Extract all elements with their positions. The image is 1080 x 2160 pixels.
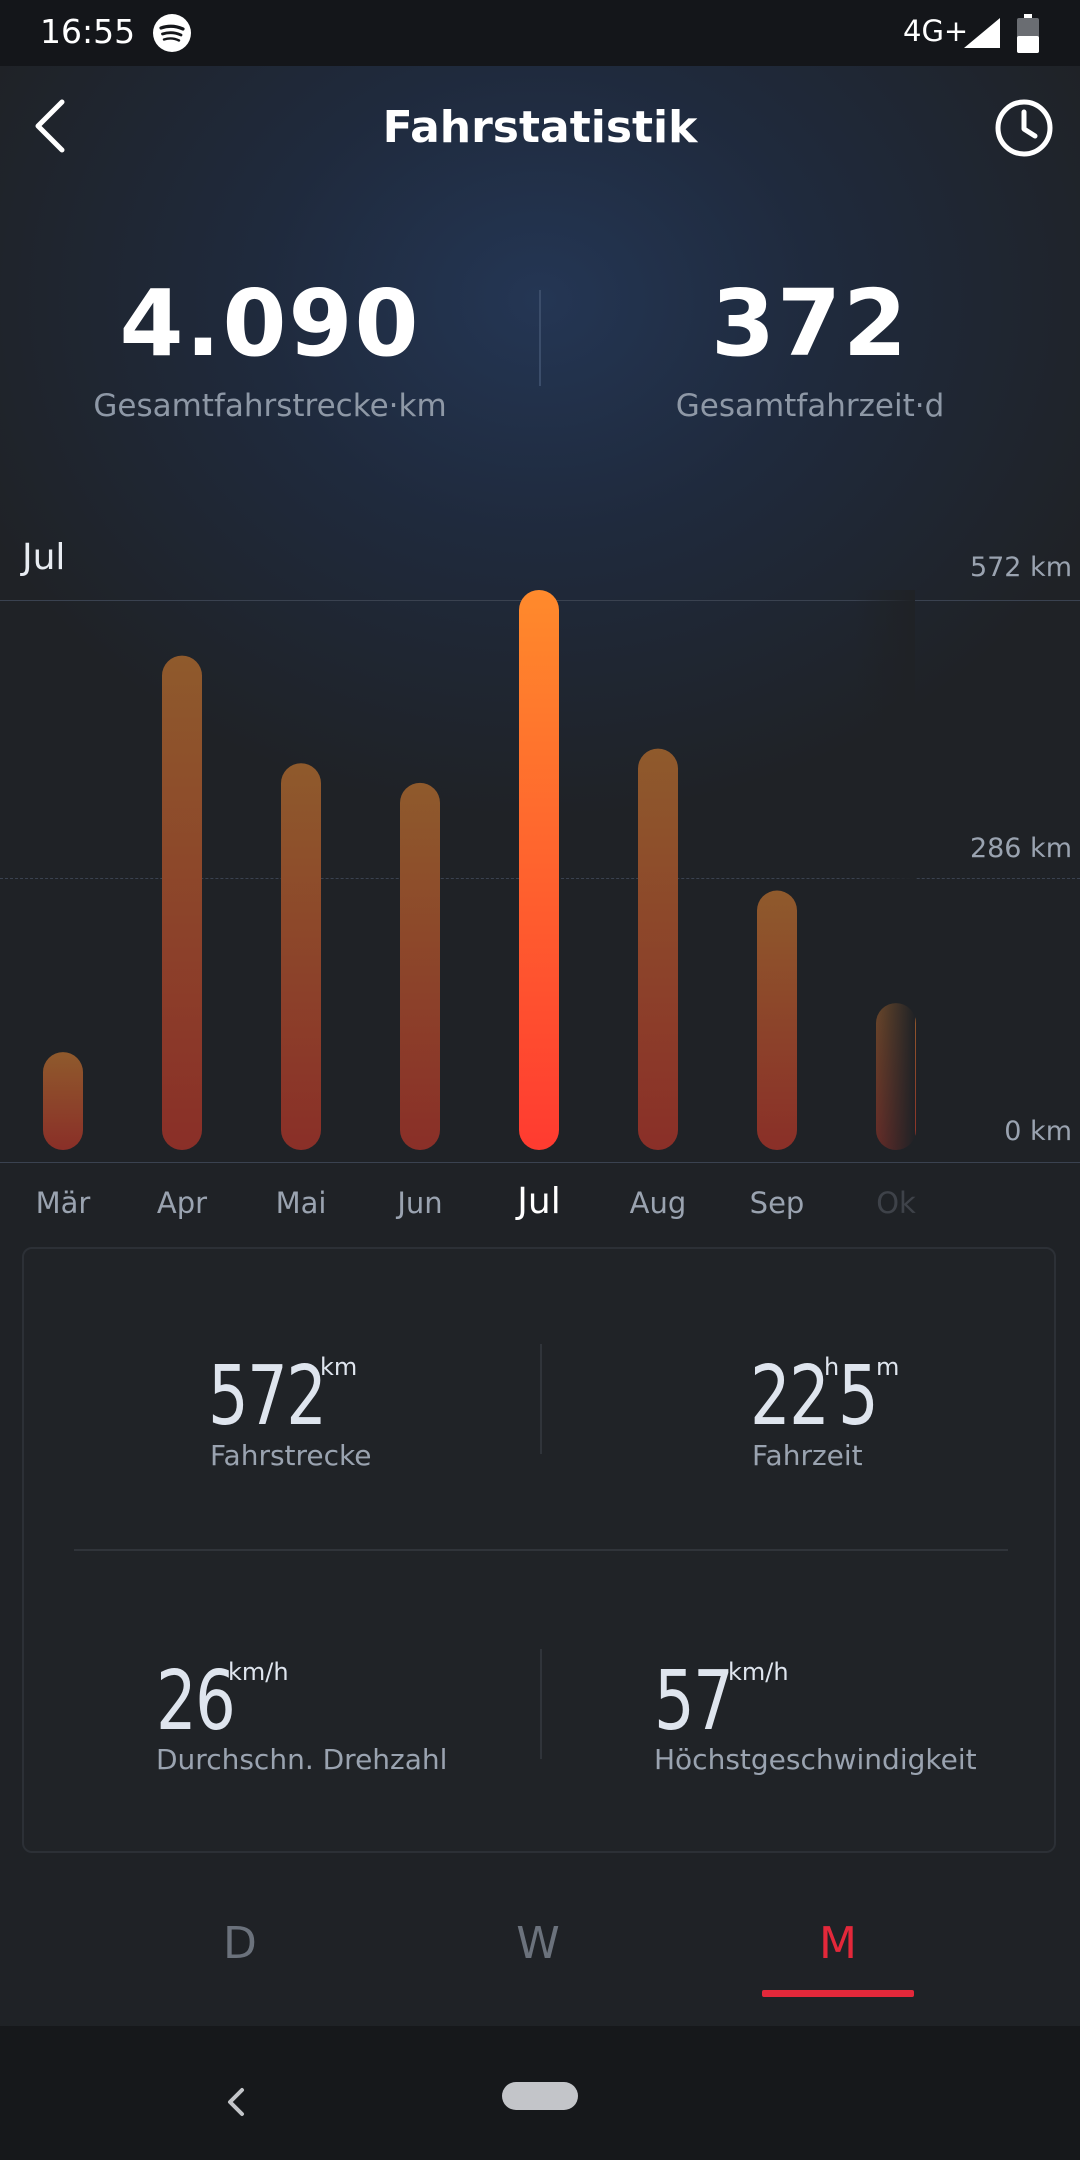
nav-home-pill[interactable]	[502, 2082, 578, 2110]
grid-line-bottom	[0, 1162, 1080, 1163]
distance-unit: km	[320, 1353, 358, 1381]
y-tick-label: 0 km	[1004, 1116, 1072, 1147]
distance-value: 572	[208, 1349, 327, 1444]
time-minutes-value: 5	[838, 1349, 879, 1444]
max-speed-label: Höchstgeschwindigkeit	[654, 1743, 977, 1776]
back-arrow-icon[interactable]	[22, 94, 86, 158]
nav-back-icon[interactable]	[220, 2082, 250, 2122]
chart-bar-4[interactable]	[400, 782, 440, 1150]
x-tick-label[interactable]: Jun	[397, 1186, 443, 1220]
total-time-value: 372	[710, 270, 910, 377]
time-minutes-stat: 5	[838, 1349, 888, 1444]
avg-speed-stat: 26	[156, 1654, 256, 1749]
signal-icon	[964, 18, 1000, 48]
summary-divider	[539, 290, 541, 386]
card-divider	[74, 1549, 1008, 1551]
x-tick-label[interactable]: Mär	[35, 1186, 91, 1220]
monthly-distance-chart	[43, 590, 916, 1160]
selected-month-label: Jul	[22, 537, 66, 578]
avg-speed-value: 26	[156, 1654, 236, 1749]
max-speed-value: 57	[654, 1654, 734, 1749]
time-hours-unit: h	[824, 1353, 840, 1381]
tab-day[interactable]: D	[223, 1918, 257, 1969]
stat-divider	[540, 1649, 542, 1759]
battery-icon	[1017, 14, 1039, 53]
avg-speed-label: Durchschn. Drehzahl	[156, 1743, 448, 1776]
month-detail-card: 572 km Fahrstrecke 22 h 5 m Fahrzeit 26 …	[22, 1247, 1056, 1853]
chart-bar-6[interactable]	[638, 748, 678, 1150]
x-tick-label[interactable]: Apr	[156, 1186, 208, 1220]
chart-bar-1[interactable]	[43, 1052, 83, 1150]
total-time-label: Gesamtfahrzeit·d	[675, 388, 945, 424]
chart-bar-2[interactable]	[162, 655, 202, 1150]
distance-stat: 572	[208, 1349, 359, 1444]
spotify-icon	[153, 14, 191, 52]
x-tick-label[interactable]: Mai	[275, 1186, 327, 1220]
status-time: 16:55	[40, 12, 136, 51]
tab-month[interactable]: M	[819, 1918, 857, 1969]
page-title: Fahrstatistik	[382, 102, 698, 153]
time-minutes-unit: m	[876, 1353, 900, 1381]
chart-fade-overlay	[855, 590, 915, 1160]
period-tabs: D W M	[0, 1880, 1080, 2020]
time-hours-value: 22	[750, 1349, 830, 1444]
x-tick-label[interactable]: Ok	[876, 1186, 916, 1220]
y-tick-label: 286 km	[969, 833, 1072, 864]
x-tick-label[interactable]: Aug	[629, 1186, 687, 1220]
total-distance-label: Gesamtfahrstrecke·km	[93, 388, 447, 424]
max-speed-stat: 57	[654, 1654, 754, 1749]
active-tab-indicator	[762, 1990, 914, 1997]
chart-bar-5[interactable]	[519, 590, 559, 1150]
network-type: 4G+	[903, 14, 969, 48]
y-tick-label: 572 km	[969, 552, 1072, 583]
history-clock-icon[interactable]	[992, 96, 1056, 160]
system-nav-bar	[0, 2026, 1080, 2160]
time-label: Fahrzeit	[752, 1439, 863, 1472]
x-tick-label[interactable]: Sep	[749, 1186, 805, 1220]
distance-label: Fahrstrecke	[210, 1439, 372, 1472]
status-bar: 16:55 4G+	[0, 0, 1080, 66]
avg-speed-unit: km/h	[228, 1658, 289, 1686]
tab-week[interactable]: W	[516, 1918, 560, 1969]
chart-bar-7[interactable]	[757, 890, 797, 1150]
max-speed-unit: km/h	[728, 1658, 789, 1686]
time-stat: 22	[750, 1349, 850, 1444]
total-distance-value: 4.090	[119, 270, 421, 377]
stat-divider	[540, 1344, 542, 1454]
x-tick-label[interactable]: Jul	[517, 1181, 561, 1222]
chart-bar-3[interactable]	[281, 763, 321, 1150]
app-header: Fahrstatistik	[0, 66, 1080, 190]
